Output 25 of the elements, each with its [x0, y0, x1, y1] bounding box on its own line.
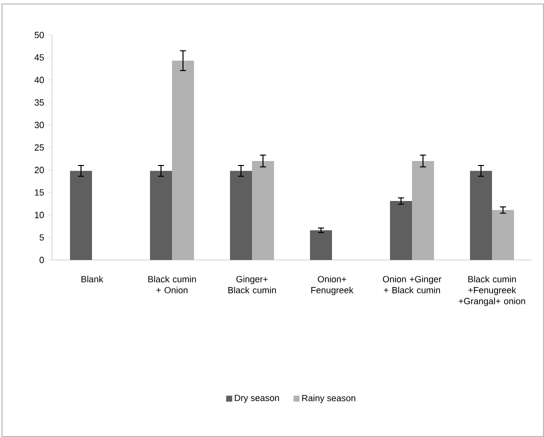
- bar: [310, 230, 332, 260]
- x-tick-label: Onion+ Fenugreek: [311, 276, 354, 296]
- x-tick-label: Onion +Ginger + Black cumin: [382, 276, 442, 294]
- bar: [230, 170, 252, 260]
- y-tick-label: 45: [34, 54, 44, 61]
- bar: [150, 170, 172, 260]
- y-tick-label: 35: [34, 99, 44, 106]
- bar: [470, 170, 492, 260]
- x-tick-label: Black cumin + Onion: [148, 276, 196, 294]
- y-tick-label: 40: [34, 76, 44, 84]
- y-tick-label: 50: [34, 32, 44, 38]
- y-tick-label: 0: [40, 256, 44, 264]
- x-tick-label: Ginger+ Black cumin: [228, 276, 276, 294]
- bar: [70, 170, 92, 260]
- y-tick-label: 15: [34, 189, 44, 196]
- bar: [390, 201, 412, 260]
- legend-label: Rainy season: [302, 394, 356, 404]
- legend-label: Dry season: [234, 394, 279, 403]
- y-tick-label: 10: [34, 212, 44, 218]
- y-tick-label: 25: [34, 144, 44, 151]
- y-tick-label: 20: [34, 166, 44, 174]
- y-tick-label: 5: [40, 234, 44, 241]
- y-tick-label: 30: [34, 122, 44, 128]
- x-tick-label: Blank: [82, 276, 104, 282]
- x-tick-label: Black cumin +Fenugreek +Grangal+ onion: [458, 276, 526, 306]
